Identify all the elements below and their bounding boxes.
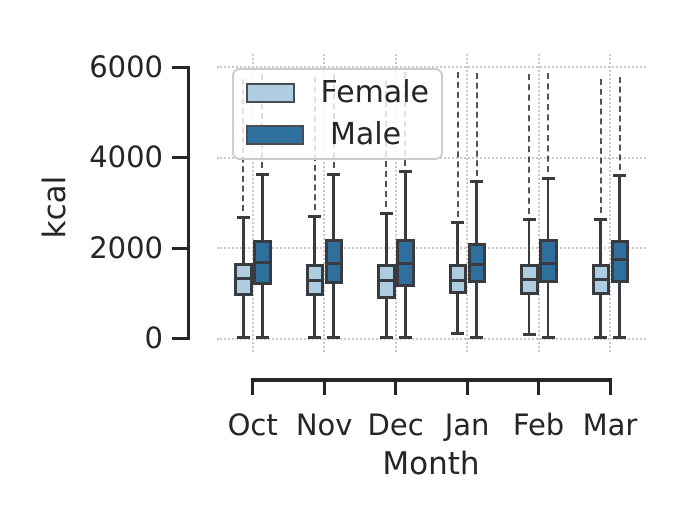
whisker-cap-high-male bbox=[613, 174, 627, 178]
whisker-cap-high-female bbox=[594, 217, 608, 221]
fliers-male bbox=[618, 76, 621, 170]
x-tick-label: Nov bbox=[295, 408, 353, 442]
y-tick-label: 2000 bbox=[89, 230, 163, 265]
y-tick-label: 6000 bbox=[89, 49, 163, 84]
whisker-cap-high-female bbox=[236, 215, 250, 219]
whisker-cap-low-male bbox=[255, 336, 269, 340]
gridline-vertical bbox=[323, 54, 326, 352]
whisker-cap-high-male bbox=[327, 172, 341, 176]
whisker-cap-low-female bbox=[236, 336, 250, 340]
median-male-jan bbox=[469, 263, 485, 267]
box-male-feb bbox=[539, 239, 558, 283]
y-tick bbox=[171, 246, 187, 250]
median-male-mar bbox=[612, 258, 627, 262]
whisker-cap-high-female bbox=[379, 211, 393, 215]
gridline-horizontal bbox=[217, 66, 646, 69]
whisker-cap-high-male bbox=[255, 172, 269, 176]
gridline-vertical bbox=[537, 54, 540, 352]
x-axis-label: Month bbox=[382, 446, 480, 482]
gridline-horizontal bbox=[217, 337, 646, 340]
x-tick bbox=[608, 378, 612, 395]
whisker-cap-high-male bbox=[470, 180, 484, 184]
fliers-female bbox=[599, 78, 602, 214]
y-tick-label: 0 bbox=[144, 321, 163, 355]
x-tick-label: Feb bbox=[512, 408, 565, 442]
fliers-female bbox=[528, 74, 531, 214]
whisker-cap-low-male bbox=[613, 336, 627, 340]
fliers-male bbox=[475, 73, 478, 176]
x-tick-label: Oct bbox=[227, 408, 278, 442]
legend-entry-male: Male bbox=[246, 120, 429, 150]
legend-entry-female: Female bbox=[246, 78, 429, 108]
x-tick bbox=[394, 378, 398, 395]
x-tick-label: Dec bbox=[367, 408, 424, 442]
whisker-cap-high-male bbox=[398, 170, 412, 174]
whisker-cap-low-female bbox=[451, 331, 465, 335]
fliers-male bbox=[547, 73, 550, 173]
legend: Female Male bbox=[232, 68, 443, 160]
y-tick bbox=[171, 156, 187, 160]
gridline-horizontal bbox=[217, 247, 646, 250]
whisker-cap-low-female bbox=[308, 336, 322, 340]
gridline-vertical bbox=[466, 54, 469, 352]
x-axis-spine bbox=[251, 378, 612, 382]
median-female-jan bbox=[450, 278, 466, 282]
fliers-female bbox=[456, 72, 459, 217]
x-tick bbox=[465, 378, 469, 395]
x-tick bbox=[251, 378, 255, 395]
median-female-dec bbox=[379, 279, 394, 283]
median-female-feb bbox=[522, 277, 537, 281]
median-female-mar bbox=[593, 277, 608, 281]
x-tick-label: Mar bbox=[582, 408, 638, 442]
gridline-vertical bbox=[251, 54, 254, 352]
median-male-feb bbox=[541, 261, 556, 265]
male-swatch bbox=[246, 125, 304, 145]
y-axis-spine bbox=[186, 66, 190, 340]
whisker-cap-low-female bbox=[379, 336, 393, 340]
female-swatch bbox=[246, 83, 295, 103]
whisker-cap-low-male bbox=[398, 336, 412, 340]
whisker-cap-high-female bbox=[308, 214, 322, 218]
whisker-cap-low-male bbox=[470, 335, 484, 339]
whisker-cap-high-female bbox=[451, 221, 465, 225]
whisker-cap-low-male bbox=[541, 335, 555, 339]
y-tick bbox=[171, 65, 187, 69]
x-tick bbox=[322, 378, 326, 395]
median-male-dec bbox=[398, 261, 413, 265]
box-male-jan bbox=[467, 242, 487, 284]
x-tick-label: Jan bbox=[444, 408, 490, 442]
whisker-cap-high-female bbox=[522, 218, 536, 222]
legend-label-female: Female bbox=[320, 75, 429, 110]
whisker-cap-low-female bbox=[594, 336, 608, 340]
y-tick-label: 4000 bbox=[89, 140, 163, 175]
whisker-cap-high-male bbox=[541, 176, 555, 180]
median-male-nov bbox=[326, 261, 342, 265]
median-male-oct bbox=[255, 260, 270, 264]
gridline-vertical bbox=[609, 54, 611, 352]
whisker-cap-low-male bbox=[327, 336, 341, 340]
x-tick bbox=[537, 378, 541, 395]
y-tick bbox=[171, 337, 187, 340]
y-axis-label: kcal bbox=[36, 175, 73, 239]
whisker-cap-low-female bbox=[522, 332, 536, 336]
median-female-oct bbox=[236, 276, 251, 280]
median-female-nov bbox=[307, 278, 323, 282]
gridline-vertical bbox=[394, 54, 397, 352]
legend-label-male: Male bbox=[330, 117, 402, 152]
